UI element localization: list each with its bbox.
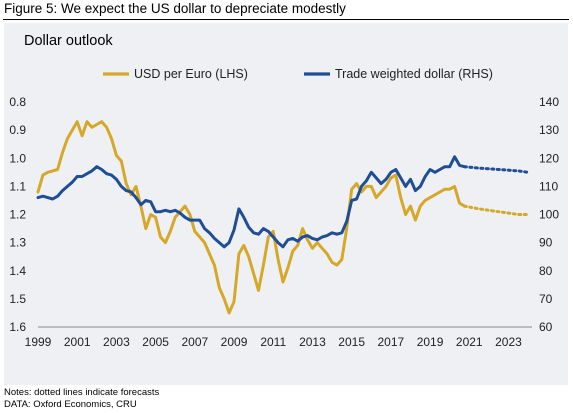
y-right-tick-label-1: 130 — [539, 123, 559, 137]
x-tick-label-11: 2021 — [456, 335, 483, 349]
series-line-1 — [36, 155, 466, 249]
notes: Notes: dotted lines indicate forecasts D… — [4, 387, 159, 411]
y-right-tick-label-3: 110 — [539, 179, 558, 193]
y-right-tick-label-8: 60 — [539, 320, 553, 334]
x-tick-label-7: 2013 — [299, 335, 326, 349]
x-tick-label-8: 2015 — [338, 335, 365, 349]
x-tick-label-6: 2011 — [260, 335, 286, 349]
x-tick-label-2: 2003 — [103, 335, 130, 349]
legend-label-1: Trade weighted dollar (RHS) — [335, 67, 493, 81]
legend-label-0: USD per Euro (LHS) — [134, 67, 248, 81]
series-forecast-0 — [462, 204, 530, 216]
x-tick-label-3: 2005 — [142, 335, 169, 349]
chart-title: Dollar outlook — [24, 33, 113, 49]
y-right-tick-label-5: 90 — [539, 236, 553, 250]
y-right-tick-label-6: 80 — [539, 264, 553, 278]
y-left-tick-label-1: 0.9 — [9, 123, 26, 137]
y-right-tick-label-0: 140 — [539, 95, 559, 109]
title-rule — [3, 19, 569, 20]
x-tick-label-4: 2007 — [181, 335, 208, 349]
series-forecast-1 — [462, 165, 530, 174]
y-left-tick-label-5: 1.3 — [9, 236, 26, 250]
y-left-tick-label-0: 0.8 — [9, 95, 26, 109]
y-left-tick-label-2: 1.0 — [9, 151, 26, 165]
y-left-tick-label-4: 1.2 — [9, 208, 26, 222]
chart-panel: Dollar outlook 1999 2001 2003 2005 2007 2009 2… — [4, 23, 568, 385]
x-tick-label-10: 2019 — [417, 335, 444, 349]
note-source: DATA: Oxford Economics, CRU — [4, 399, 137, 410]
y-left-tick-label-6: 1.4 — [9, 264, 26, 278]
y-left-tick-label-8: 1.6 — [9, 320, 26, 334]
series-line-0 — [36, 120, 466, 315]
y-left-tick-label-7: 1.5 — [9, 292, 26, 306]
x-tick-label-12: 2023 — [495, 335, 522, 349]
figure-title: Figure 5: We expect the US dollar to dep… — [4, 1, 346, 16]
y-left-tick-label-3: 1.1 — [9, 179, 26, 193]
dollar-outlook-chart: 1999 2001 2003 2005 2007 2009 2011 2013 2015 2017… — [9, 67, 559, 349]
x-tick-label-0: 1999 — [25, 335, 52, 349]
x-tick-label-5: 2009 — [221, 335, 248, 349]
note-forecast: Notes: dotted lines indicate forecasts — [4, 387, 160, 398]
x-tick-label-1: 2001 — [64, 335, 91, 349]
y-right-tick-label-4: 100 — [539, 208, 559, 222]
x-tick-label-9: 2017 — [378, 335, 405, 349]
y-right-tick-label-7: 70 — [539, 292, 553, 306]
y-right-tick-label-2: 120 — [539, 151, 559, 165]
